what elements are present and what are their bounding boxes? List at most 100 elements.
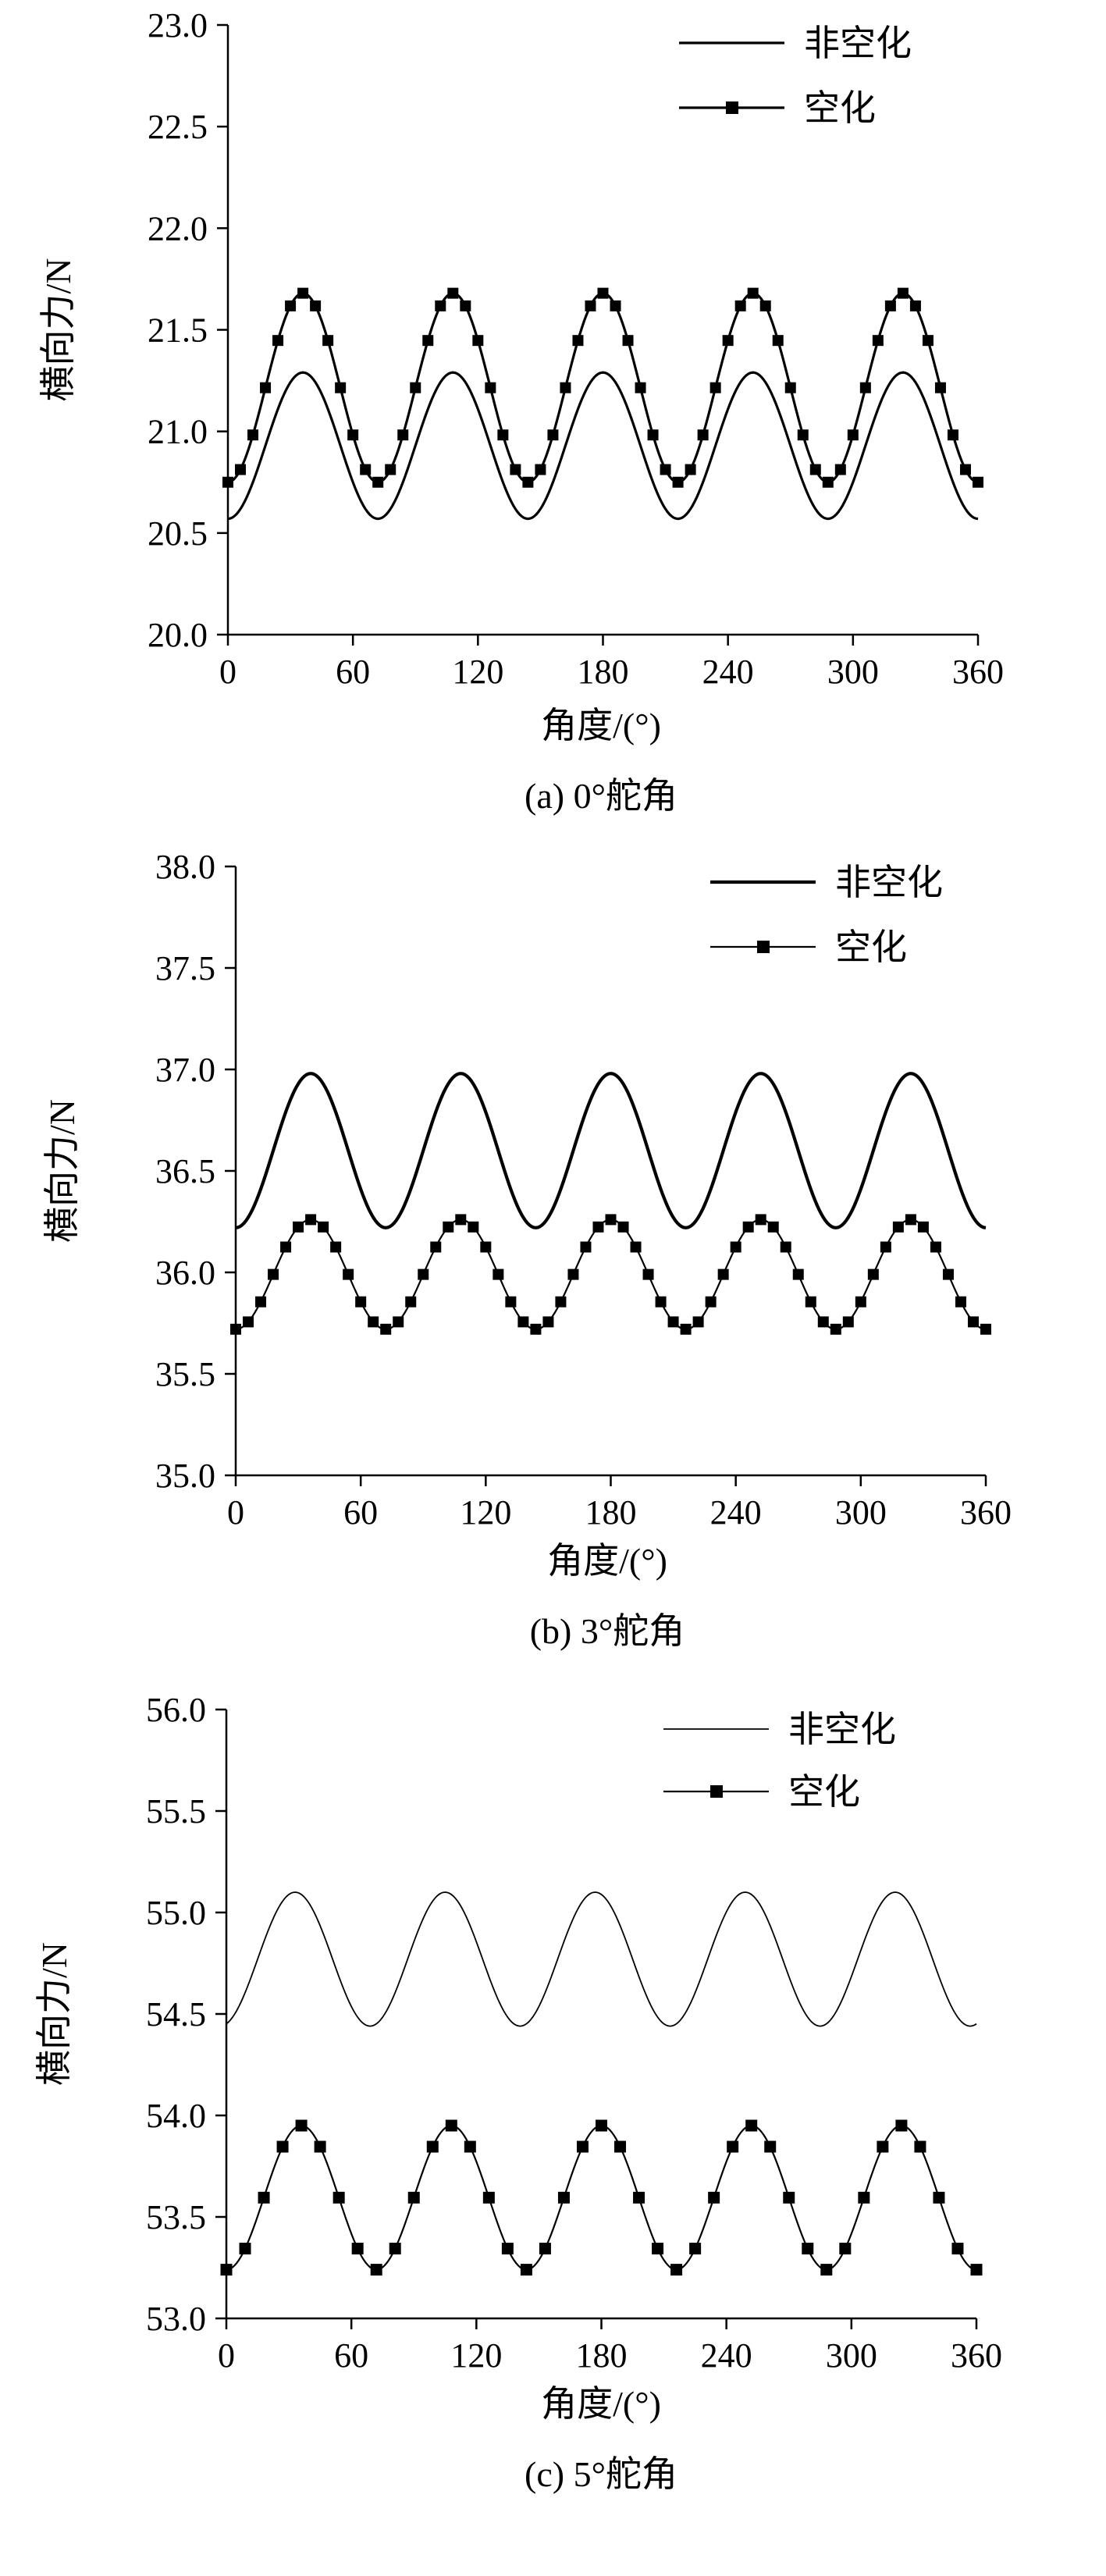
data-point-marker bbox=[708, 2191, 720, 2204]
series-cavitation bbox=[230, 1214, 991, 1335]
data-point-marker bbox=[880, 1241, 891, 1253]
data-point-marker bbox=[767, 1221, 779, 1233]
data-point-marker bbox=[380, 1323, 392, 1335]
data-point-marker bbox=[722, 335, 734, 347]
data-point-marker bbox=[222, 476, 233, 488]
data-point-marker bbox=[759, 300, 771, 311]
data-point-marker bbox=[517, 1316, 529, 1328]
data-point-marker bbox=[717, 1268, 729, 1280]
x-tick-label: 240 bbox=[701, 2336, 752, 2375]
y-tick-label: 55.0 bbox=[146, 1894, 206, 1932]
data-point-marker bbox=[368, 1316, 379, 1328]
data-point-marker bbox=[817, 1316, 829, 1328]
data-point-marker bbox=[797, 429, 809, 441]
data-point-marker bbox=[422, 335, 434, 347]
data-point-marker bbox=[430, 1241, 442, 1253]
data-point-marker bbox=[772, 335, 784, 347]
data-point-marker bbox=[914, 2140, 926, 2153]
data-point-marker bbox=[597, 287, 609, 299]
data-point-marker bbox=[501, 2243, 514, 2255]
data-point-marker bbox=[297, 287, 309, 299]
data-point-marker bbox=[930, 1241, 941, 1253]
x-tick-label: 0 bbox=[219, 653, 236, 691]
x-axis-label: 角度/(°) bbox=[541, 2384, 661, 2424]
data-point-marker bbox=[295, 2119, 308, 2132]
legend-label: 非空化 bbox=[804, 23, 912, 63]
data-point-marker bbox=[734, 300, 746, 311]
y-tick-label: 38.0 bbox=[155, 848, 215, 886]
data-point-marker bbox=[622, 335, 634, 347]
data-point-marker bbox=[285, 300, 297, 311]
data-point-marker bbox=[455, 1214, 467, 1226]
y-tick-label: 55.5 bbox=[146, 1792, 206, 1831]
data-point-marker bbox=[447, 287, 459, 299]
x-tick-label: 60 bbox=[336, 653, 370, 691]
data-point-marker bbox=[970, 2264, 983, 2276]
y-tick-label: 21.0 bbox=[148, 413, 208, 451]
data-point-marker bbox=[642, 1268, 654, 1280]
x-tick-label: 120 bbox=[452, 653, 503, 691]
x-tick-label: 360 bbox=[952, 653, 1004, 691]
data-point-marker bbox=[955, 1296, 966, 1308]
x-tick-label: 240 bbox=[710, 1493, 762, 1532]
data-point-marker bbox=[614, 2140, 627, 2153]
data-point-marker bbox=[973, 476, 983, 488]
legend-marker bbox=[757, 941, 770, 953]
data-point-marker bbox=[905, 1214, 916, 1226]
data-point-marker bbox=[247, 429, 259, 441]
data-point-marker bbox=[347, 429, 359, 441]
x-tick-label: 180 bbox=[585, 1493, 637, 1532]
data-point-marker bbox=[792, 1268, 804, 1280]
data-point-marker bbox=[917, 1221, 929, 1233]
data-point-marker bbox=[260, 382, 272, 393]
data-point-marker bbox=[783, 2191, 795, 2204]
data-point-marker bbox=[764, 2140, 777, 2153]
data-point-marker bbox=[497, 429, 509, 441]
y-tick-label: 56.0 bbox=[146, 1691, 206, 1729]
data-point-marker bbox=[410, 382, 421, 393]
data-point-marker bbox=[655, 1296, 667, 1308]
y-tick-label: 54.5 bbox=[146, 1995, 206, 2033]
data-point-marker bbox=[867, 1268, 879, 1280]
data-point-marker bbox=[360, 464, 372, 475]
data-point-marker bbox=[557, 2191, 570, 2204]
data-point-marker bbox=[393, 1316, 404, 1328]
data-point-marker bbox=[855, 1296, 866, 1308]
data-point-marker bbox=[389, 2243, 401, 2255]
data-point-marker bbox=[680, 1323, 692, 1335]
x-tick-label: 360 bbox=[960, 1493, 1012, 1532]
y-tick-label: 53.5 bbox=[146, 2198, 206, 2236]
data-point-marker bbox=[784, 382, 796, 393]
data-point-marker bbox=[839, 2243, 852, 2255]
x-tick-label: 300 bbox=[835, 1493, 887, 1532]
data-point-marker bbox=[522, 476, 534, 488]
y-tick-label: 20.0 bbox=[148, 616, 208, 654]
legend-label: 非空化 bbox=[788, 1710, 896, 1749]
data-point-marker bbox=[672, 476, 684, 488]
data-point-marker bbox=[268, 1268, 279, 1280]
data-point-marker bbox=[464, 2140, 476, 2153]
data-point-marker bbox=[685, 464, 696, 475]
x-axis-label: 角度/(°) bbox=[541, 706, 661, 745]
data-point-marker bbox=[805, 1296, 816, 1308]
data-point-marker bbox=[443, 1221, 454, 1233]
x-tick-label: 120 bbox=[460, 1493, 511, 1532]
data-point-marker bbox=[630, 1241, 642, 1253]
data-point-marker bbox=[980, 1323, 991, 1335]
data-point-marker bbox=[967, 1316, 979, 1328]
data-point-marker bbox=[333, 2191, 345, 2204]
data-point-marker bbox=[555, 1296, 567, 1308]
data-point-marker bbox=[755, 1214, 766, 1226]
data-point-marker bbox=[314, 2140, 326, 2153]
data-point-marker bbox=[727, 2140, 739, 2153]
data-point-marker bbox=[305, 1214, 317, 1226]
data-point-marker bbox=[370, 2264, 382, 2276]
series-non-cavitation bbox=[227, 371, 979, 521]
series-line bbox=[226, 1891, 977, 2027]
data-point-marker bbox=[592, 1221, 604, 1233]
y-tick-label: 21.5 bbox=[148, 311, 208, 350]
series-non-cavitation bbox=[235, 1072, 987, 1229]
legend-label: 空化 bbox=[835, 927, 907, 967]
data-point-marker bbox=[747, 287, 759, 299]
